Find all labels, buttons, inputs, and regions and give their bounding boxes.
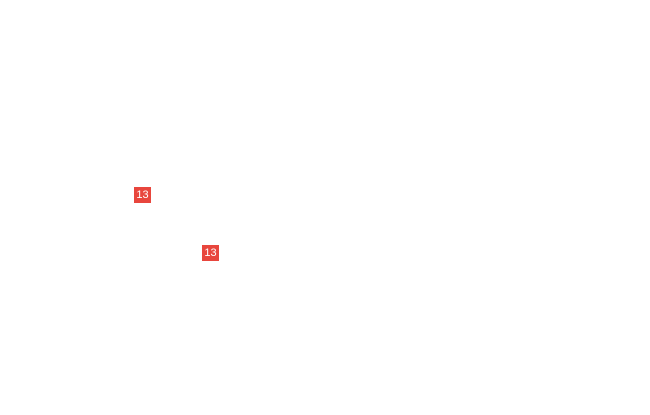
part-callout-badge-1[interactable]: 13 [134,187,151,203]
part-callout-badge-2[interactable]: 13 [202,245,219,261]
